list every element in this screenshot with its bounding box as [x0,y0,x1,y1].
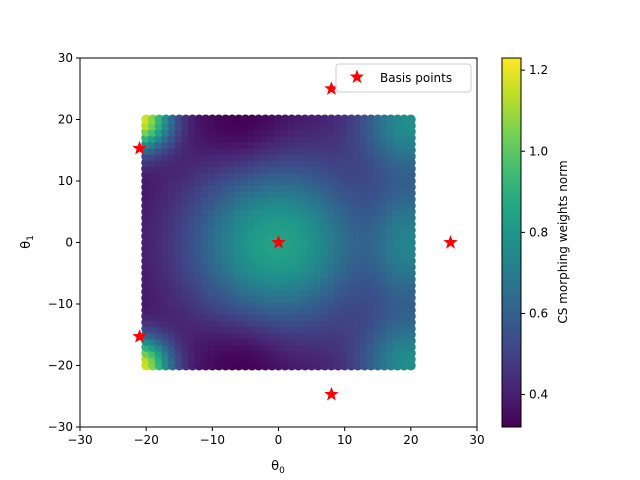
basis-points-markers [132,81,458,401]
colorbar-tick-label: 1.0 [529,144,548,158]
legend-star-marker [349,69,365,84]
basis-point-marker [324,81,339,95]
basis-point-marker [324,386,339,401]
x-tick-label: 20 [403,433,418,447]
y-axis-label: θ1 [19,235,36,249]
heatmap-point [405,114,416,125]
x-tick-label: 30 [469,433,484,447]
y-tick-label: 20 [58,113,73,127]
y-tick-label: −10 [48,297,73,311]
colorbar-tick-label: 0.4 [529,388,548,402]
y-tick-label: 10 [58,174,73,188]
x-tick-label: −20 [134,433,159,447]
x-axis-ticks: −30 −20 −10 0 10 20 30 [67,427,485,447]
y-tick-label: 0 [65,236,73,250]
basis-point-marker [132,140,147,155]
basis-point-marker [271,235,286,249]
y-tick-label: −20 [48,359,73,373]
legend-box [335,63,472,93]
x-tick-label: 10 [337,433,352,447]
colorbar: 0.4 0.6 0.8 1.0 1.2 CS morphing weights norm [501,57,570,428]
colorbar-tick-label: 0.6 [529,306,548,320]
colorbar-frame [501,57,522,428]
basis-point-marker [132,329,147,343]
colorbar-tick-label: 0.8 [529,225,548,239]
x-axis-label: θ0 [271,459,285,476]
y-axis-ticks: −30 −20 −10 0 10 20 30 [48,51,80,434]
plot-area: −30 −20 −10 0 10 20 30 −30 −20 −10 0 10 20 30 θ0 θ1 [19,51,485,476]
x-tick-label: −30 [67,433,92,447]
legend: Basis points [335,63,472,93]
colorbar-tick-label: 1.2 [529,63,548,77]
x-tick-label: −10 [200,433,225,447]
heatmap-points [141,114,416,371]
x-tick-label: 0 [275,433,283,447]
colorbar-gradient [502,58,521,427]
colorbar-label: CS morphing weights norm [556,160,570,323]
y-tick-label: 30 [58,51,73,65]
basis-point-marker [443,235,458,249]
y-tick-label: −30 [48,420,73,434]
colorbar-ticks: 0.4 0.6 0.8 1.0 1.2 [521,63,548,402]
legend-label: Basis points [380,71,452,85]
